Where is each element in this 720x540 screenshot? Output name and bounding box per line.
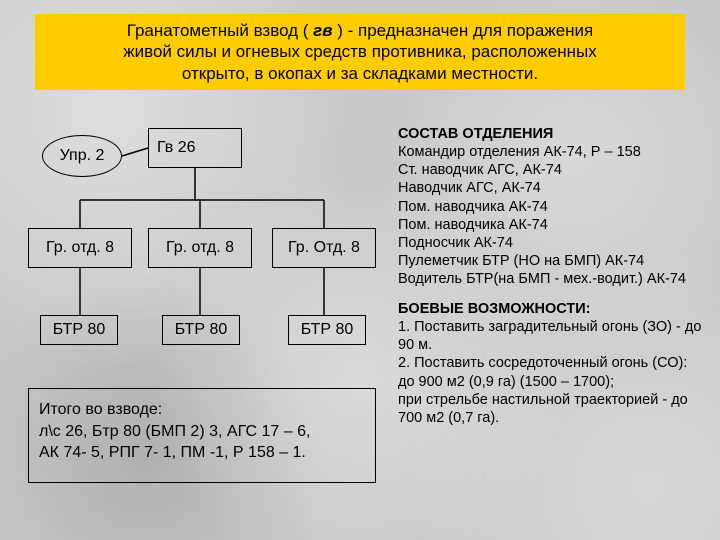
title-line2: живой силы и огневых средств противника,… [123,42,596,61]
title-box: Гранатометный взвод ( гв ) - предназначе… [35,14,685,90]
node-btr3: БТР 80 [288,315,366,345]
node-gv-label: Гв 26 [157,139,196,157]
node-upr-label: Упр. 2 [60,147,105,165]
sostav-row: Ст. наводчик АГС, АК-74 [398,161,713,179]
node-upr: Упр. 2 [42,135,122,177]
itogo-l3: АК 74- 5, РПГ 7- 1, ПМ -1, Р 158 – 1. [39,442,365,464]
sostav-row: Пом. наводчика АК-74 [398,216,713,234]
boevye-header: БОЕВЫЕ ВОЗМОЖНОСТИ: [398,300,713,318]
title-line3: открыто, в окопах и за складками местнос… [182,64,538,83]
title-line1b: ) - предназначен для поражения [333,21,594,40]
itogo-box: Итого во взводе: л\с 26, Бтр 80 (БМП 2) … [28,388,376,483]
node-btr1: БТР 80 [40,315,118,345]
sostav-row: Пулеметчик БТР (НО на БМП) АК-74 [398,252,713,270]
sostav-row: Пом. наводчика АК-74 [398,198,713,216]
node-otd2: Гр. отд. 8 [148,228,252,268]
node-btr3-label: БТР 80 [301,321,353,339]
node-btr2: БТР 80 [162,315,240,345]
sostav-row: Подносчик АК-74 [398,234,713,252]
itogo-l1: Итого во взводе: [39,399,365,421]
boevye-row: до 900 м2 (0,9 га) (1500 – 1700); [398,373,713,391]
itogo-l2: л\с 26, Бтр 80 (БМП 2) 3, АГС 17 – 6, [39,421,365,443]
node-otd3-label: Гр. Отд. 8 [288,239,360,257]
title-italic: гв [313,21,332,40]
node-btr1-label: БТР 80 [53,321,105,339]
boevye-row: при стрельбе настильной траекторией - до… [398,391,713,427]
node-otd3: Гр. Отд. 8 [272,228,376,268]
boevye-row-0: 1. Поставить заградительный огонь (ЗО) -… [398,319,701,353]
node-btr2-label: БТР 80 [175,321,227,339]
boevye-row: 2. Поставить сосредоточенный огонь (СО): [398,354,713,372]
boevye-row: 1. Поставить заградительный огонь (ЗО) -… [398,318,713,354]
node-otd1-label: Гр. отд. 8 [46,239,114,257]
title-line1a: Гранатометный взвод ( [127,21,313,40]
sostav-row: Водитель БТР(на БМП - мех.-водит.) АК-74 [398,270,713,288]
sostav-block: СОСТАВ ОТДЕЛЕНИЯ Командир отделения АК-7… [398,125,713,288]
sostav-header: СОСТАВ ОТДЕЛЕНИЯ [398,125,713,143]
boevye-block: БОЕВЫЕ ВОЗМОЖНОСТИ: 1. Поставить загради… [398,300,713,427]
sostav-row: Командир отделения АК-74, Р – 158 [398,143,713,161]
node-otd1: Гр. отд. 8 [28,228,132,268]
node-otd2-label: Гр. отд. 8 [166,239,234,257]
sostav-row: Наводчик АГС, АК-74 [398,179,713,197]
node-gv: Гв 26 [148,128,242,168]
